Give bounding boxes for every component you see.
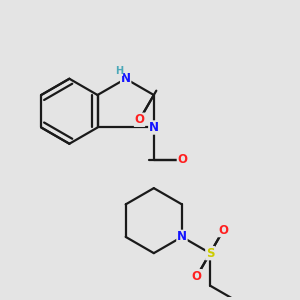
Text: N: N	[177, 230, 187, 243]
Text: S: S	[206, 247, 214, 260]
Text: N: N	[121, 72, 131, 85]
Text: O: O	[134, 113, 145, 126]
Text: H: H	[115, 66, 123, 76]
Text: O: O	[177, 154, 188, 166]
Text: N: N	[149, 121, 159, 134]
Text: O: O	[218, 224, 228, 237]
Text: O: O	[192, 270, 202, 283]
